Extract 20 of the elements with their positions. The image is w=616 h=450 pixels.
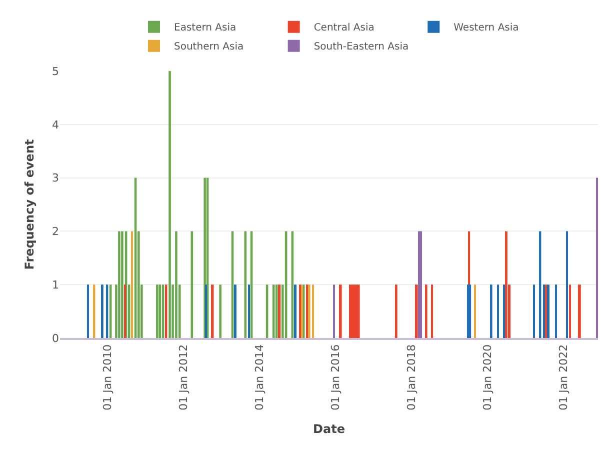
- y-tick-label: 5: [52, 64, 59, 78]
- legend-label: Eastern Asia: [174, 22, 236, 34]
- legend-label: Western Asia: [454, 22, 519, 34]
- legend-label: Central Asia: [314, 22, 374, 34]
- x-tick-label: 01 Jan 2012: [177, 344, 190, 410]
- y-tick-label: 3: [52, 172, 59, 185]
- x-tick-label: 01 Jan 2020: [481, 344, 494, 410]
- x-axis-title: Date: [313, 422, 345, 436]
- y-tick-label: 2: [52, 225, 59, 238]
- x-tick-label: 01 Jan 2022: [557, 344, 570, 410]
- x-tick-label: 01 Jan 2014: [253, 344, 266, 410]
- y-tick-label: 0: [52, 332, 59, 345]
- y-axis-title: Frequency of event: [22, 139, 36, 270]
- x-tick-label: 01 Jan 2016: [329, 344, 342, 410]
- y-tick-label: 4: [52, 118, 59, 132]
- legend-label: Southern Asia: [174, 42, 244, 53]
- x-tick-label: 01 Jan 2018: [405, 344, 418, 410]
- legend-label: South-Eastern Asia: [314, 42, 409, 53]
- y-tick-label: 1: [52, 278, 59, 292]
- x-tick-label: 01 Jan 2010: [101, 344, 114, 410]
